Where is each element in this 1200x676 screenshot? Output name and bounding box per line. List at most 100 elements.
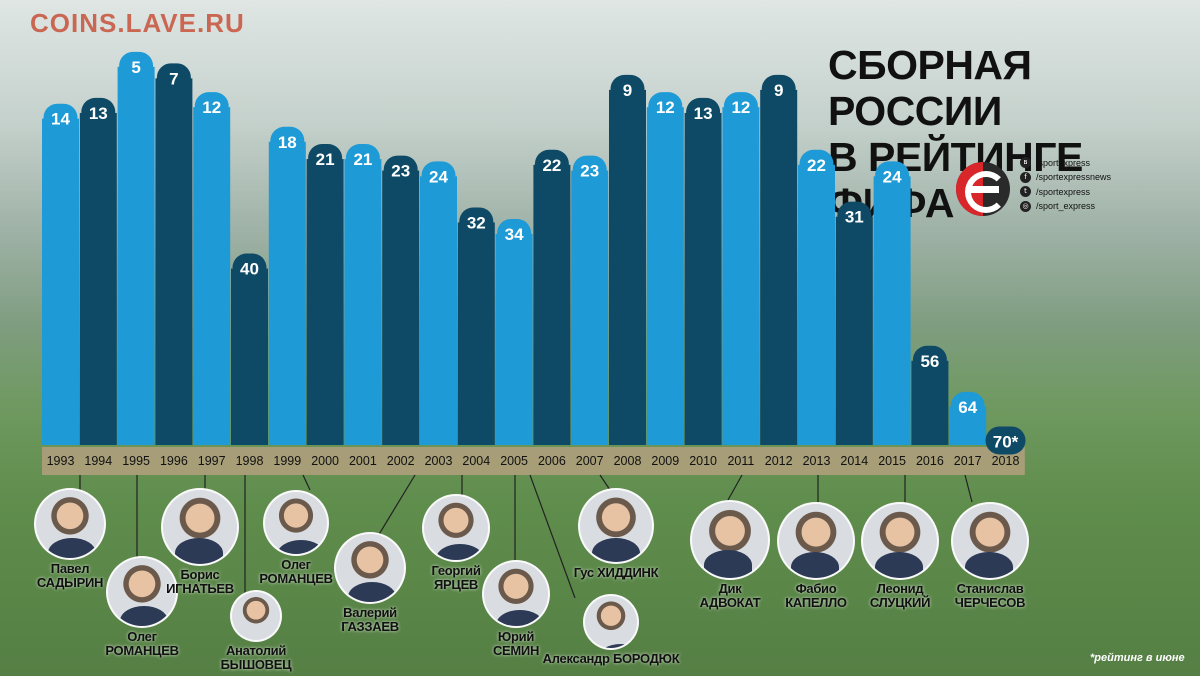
social-link-text: /sportexpress (1036, 157, 1091, 168)
social-links: в /sportexpress f /sportexpressnews t /s… (1020, 156, 1111, 214)
bar-2013 (798, 164, 835, 446)
coach-card: Валерий ГАЗЗАЕВ (310, 532, 430, 634)
value-badge (81, 97, 116, 126)
coach-card: Анатолий БЫШОВЕЦ (196, 590, 316, 672)
bar-1995 (117, 66, 155, 445)
social-link-vk[interactable]: в /sportexpress (1020, 156, 1111, 170)
value-badge (383, 155, 418, 184)
year-tick-label: 2015 (878, 454, 906, 468)
value-label: 40 (240, 260, 259, 279)
social-link-text: /sportexpressnews (1036, 172, 1112, 183)
coach-name: Павел САДЫРИН (36, 561, 104, 590)
year-tick-label: 2012 (765, 454, 793, 468)
year-tick-label: 2018 (992, 454, 1020, 468)
bar-1993 (42, 118, 79, 445)
coach-name: Олег РОМАНЦЕВ (105, 629, 179, 658)
value-badge (308, 144, 343, 173)
value-label: 56 (920, 352, 939, 371)
coach-card: Юрий СЕМИН (456, 560, 576, 658)
year-label-strip (42, 447, 1025, 475)
coach-card: Фабио КАПЕЛЛО (756, 502, 876, 610)
sport-express-logo (956, 162, 1010, 216)
bar-2005 (495, 233, 533, 445)
footnote: *рейтинг в июне (1090, 652, 1185, 664)
value-badge (459, 207, 494, 236)
year-tick-label: 2016 (916, 454, 944, 468)
value-badge (43, 103, 78, 132)
value-badge (837, 201, 872, 230)
bar-2002 (382, 170, 420, 445)
value-badge (232, 253, 267, 282)
value-badge (912, 345, 947, 374)
coach-photo (230, 590, 282, 642)
value-label: 7 (169, 69, 178, 88)
value-label: 13 (89, 104, 108, 123)
coach-connector-line (599, 474, 611, 491)
bar-2012 (760, 89, 798, 445)
coach-card: Станислав ЧЕРЧЕСОВ (930, 502, 1050, 610)
coach-connector-line (964, 474, 973, 503)
coach-card: Борис ИГНАТЬЕВ (140, 488, 260, 596)
social-link-instagram[interactable]: ◎ /sport_express (1020, 200, 1111, 214)
value-label: 12 (656, 98, 675, 117)
value-badge (345, 144, 380, 173)
coach-photo (951, 502, 1029, 580)
value-badge (875, 161, 910, 190)
value-label: 21 (353, 150, 372, 169)
value-label: 34 (505, 225, 524, 244)
value-label: 22 (542, 156, 561, 175)
value-label: 23 (391, 162, 410, 181)
coach-name: Дик АДВОКАТ (699, 581, 761, 610)
value-badge (421, 161, 456, 190)
value-label: 64 (958, 398, 977, 417)
coach-card: Гус ХИДДИНК (556, 488, 676, 580)
value-label: 18 (278, 133, 297, 152)
value-label: 9 (623, 81, 632, 100)
bar-2000 (306, 159, 344, 445)
value-badge (761, 74, 796, 103)
social-link-twitter[interactable]: t /sportexpress (1020, 185, 1111, 199)
coach-photo (161, 488, 239, 566)
value-label: 22 (807, 156, 826, 175)
coach-card: Александр БОРОДЮК (536, 594, 686, 666)
bar-2010 (684, 112, 722, 446)
coach-card: Павел САДЫРИН (10, 488, 130, 590)
bar-2015 (873, 176, 911, 446)
coach-connector-line (302, 474, 311, 491)
coach-name: Георгий ЯРЦЕВ (431, 563, 481, 592)
value-label: 70* (993, 432, 1019, 451)
watermark: COINS.LAVE.RU (30, 8, 245, 38)
value-label: 9 (774, 81, 783, 100)
bar-2001 (344, 159, 382, 445)
coach-name: Фабио КАПЕЛЛО (785, 581, 847, 610)
value-badge (534, 149, 569, 178)
coach-photo (106, 556, 178, 628)
bar-1994 (79, 112, 117, 446)
year-tick-label: 1994 (84, 454, 112, 468)
year-tick-label: 1998 (236, 454, 264, 468)
year-tick-label: 1999 (273, 454, 301, 468)
coach-name: Леонид СЛУЦКИЙ (869, 581, 931, 610)
year-tick-label: 2011 (727, 454, 754, 468)
bar-2016 (911, 360, 949, 445)
value-badge (648, 92, 683, 121)
coach-photo (861, 502, 939, 580)
year-tick-label: 2007 (576, 454, 604, 468)
value-badge (119, 51, 154, 80)
coach-photo (263, 490, 329, 556)
bar-2008 (609, 89, 646, 445)
value-label: 21 (316, 150, 335, 169)
coach-name: Александр БОРОДЮК (542, 651, 680, 666)
value-label: 32 (467, 213, 486, 232)
year-tick-label: 2013 (803, 454, 831, 468)
bar-2009 (646, 107, 684, 446)
vk-icon: в (1020, 157, 1031, 169)
social-link-facebook[interactable]: f /sportexpressnews (1020, 171, 1111, 185)
year-tick-label: 2002 (387, 454, 415, 468)
value-label: 13 (694, 104, 713, 123)
value-badge (156, 63, 191, 92)
title-line-1: СБОРНАЯ РОССИИ (828, 42, 1032, 134)
coach-name: Борис ИГНАТЬЕВ (166, 567, 234, 596)
coach-card: Олег РОМАНЦЕВ (236, 490, 356, 586)
